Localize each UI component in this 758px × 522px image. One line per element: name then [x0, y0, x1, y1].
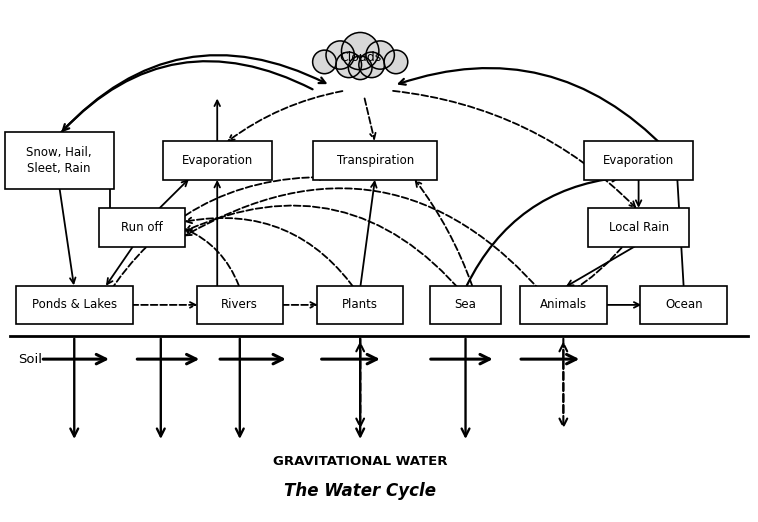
- FancyBboxPatch shape: [163, 141, 272, 180]
- Ellipse shape: [349, 56, 372, 79]
- FancyBboxPatch shape: [196, 286, 283, 324]
- Text: Soil: Soil: [18, 353, 42, 365]
- Text: Clouds: Clouds: [339, 52, 381, 65]
- Text: Run off: Run off: [121, 221, 163, 234]
- Text: Rivers: Rivers: [221, 299, 258, 312]
- Text: Evaporation: Evaporation: [182, 154, 253, 167]
- FancyBboxPatch shape: [313, 141, 437, 180]
- Ellipse shape: [336, 52, 362, 78]
- FancyBboxPatch shape: [99, 208, 185, 247]
- FancyBboxPatch shape: [584, 141, 693, 180]
- Ellipse shape: [312, 50, 337, 74]
- FancyBboxPatch shape: [587, 208, 689, 247]
- FancyBboxPatch shape: [5, 132, 114, 188]
- Ellipse shape: [359, 52, 384, 78]
- Text: The Water Cycle: The Water Cycle: [284, 482, 436, 500]
- Text: Evaporation: Evaporation: [603, 154, 674, 167]
- FancyBboxPatch shape: [641, 286, 727, 324]
- Text: Snow, Hail,
Sleet, Rain: Snow, Hail, Sleet, Rain: [27, 146, 92, 175]
- Text: Plants: Plants: [342, 299, 378, 312]
- Text: GRAVITATIONAL WATER: GRAVITATIONAL WATER: [273, 455, 447, 468]
- FancyBboxPatch shape: [520, 286, 606, 324]
- Text: Ocean: Ocean: [665, 299, 703, 312]
- Text: Local Rain: Local Rain: [609, 221, 669, 234]
- Ellipse shape: [342, 32, 379, 70]
- Text: Sea: Sea: [455, 299, 477, 312]
- Text: Animals: Animals: [540, 299, 587, 312]
- Ellipse shape: [366, 41, 394, 69]
- Ellipse shape: [384, 50, 408, 74]
- FancyBboxPatch shape: [430, 286, 501, 324]
- Text: Transpiration: Transpiration: [337, 154, 414, 167]
- FancyBboxPatch shape: [317, 286, 403, 324]
- Ellipse shape: [326, 41, 354, 69]
- FancyBboxPatch shape: [16, 286, 133, 324]
- Text: Ponds & Lakes: Ponds & Lakes: [32, 299, 117, 312]
